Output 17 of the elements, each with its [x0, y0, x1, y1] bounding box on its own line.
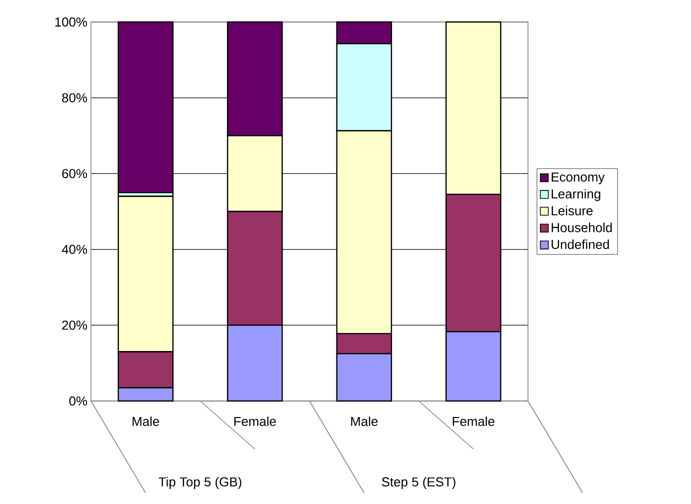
x-tick-label: Male — [132, 416, 160, 426]
x-tick-label: Female — [452, 416, 494, 426]
text: Step 5 (EST) — [382, 476, 456, 490]
legend-label: Economy — [552, 172, 605, 184]
y-tick-label: 60% — [62, 169, 88, 178]
y-tick-label: 0% — [69, 396, 88, 406]
y-tick-label: 80% — [62, 93, 88, 102]
y-tick-label: 40% — [62, 244, 88, 254]
y-tick-label: 20% — [62, 320, 88, 330]
legend-label: Leisure — [552, 206, 593, 216]
x-tick-label: Male — [351, 416, 378, 426]
legend-label: Undefined — [552, 240, 609, 250]
y-tick-label: 100% — [55, 17, 88, 27]
text: Tip Top 5 (GB) — [158, 476, 242, 490]
legend-label: Learning — [552, 188, 600, 202]
legend-label: Household — [552, 222, 612, 232]
x-tick-label: Female — [234, 416, 276, 426]
